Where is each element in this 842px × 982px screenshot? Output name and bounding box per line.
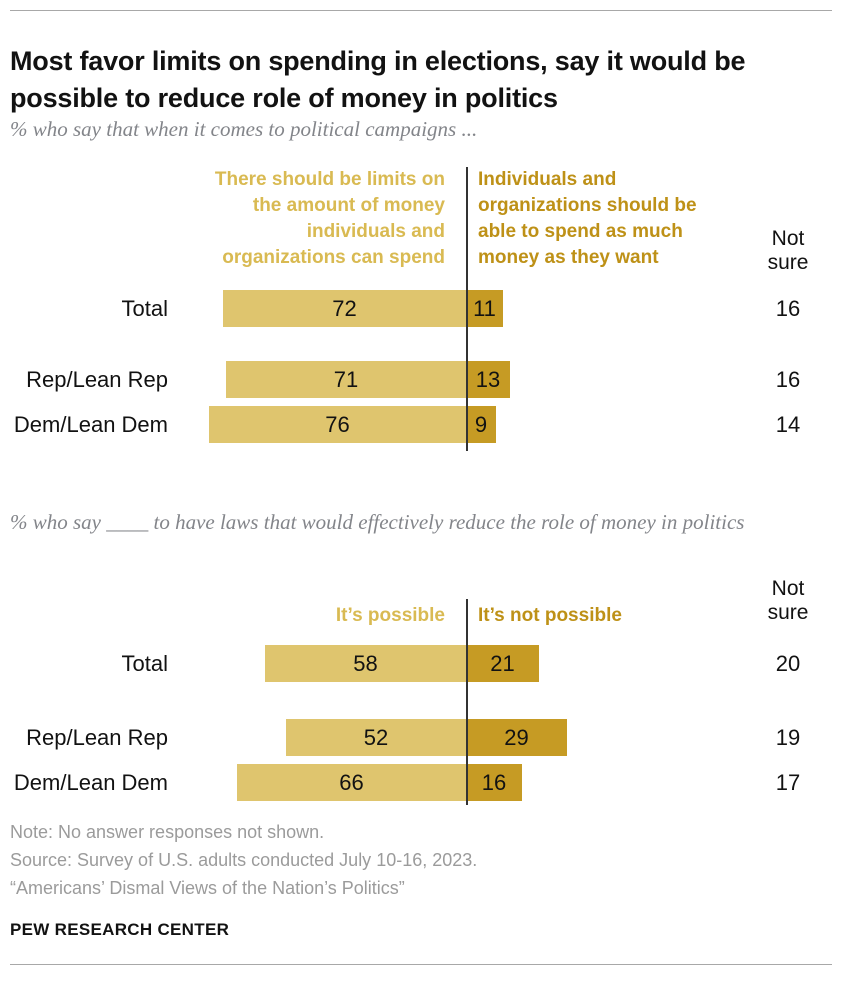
chart-row: Dem/Lean Dem 76 9 14	[10, 406, 832, 443]
bottom-rule	[10, 964, 832, 965]
chart1-legend-left: There should be limits on the amount of …	[214, 169, 445, 268]
bar-dark	[466, 361, 510, 398]
chart-row: Rep/Lean Rep 71 13 16	[10, 361, 832, 398]
top-rule	[10, 10, 832, 11]
chart-row: Total 72 11 16	[10, 290, 832, 327]
row-label: Rep/Lean Rep	[26, 367, 168, 392]
bar-dark	[466, 764, 522, 801]
row-label: Total	[121, 296, 168, 321]
bar-dark	[466, 645, 539, 682]
chart2-axis-line	[466, 599, 468, 805]
notsure-value: 16	[775, 296, 801, 321]
bar-dark	[466, 719, 567, 756]
chart-rows: Total 72 11 16 Rep/Lean Rep 71 13 16 Dem/Lean De…	[10, 165, 832, 453]
chart-row: Total 58 21 20	[10, 645, 832, 682]
chart1-axis-line	[466, 167, 468, 451]
chart1-subtitle: % who say that when it comes to politica…	[10, 117, 478, 141]
bar-light	[237, 764, 466, 801]
bar-light	[223, 290, 466, 327]
chart2-legend-left: It’s possible	[335, 605, 445, 626]
report-title-line: “Americans’ Dismal Views of the Nation’s…	[10, 878, 405, 898]
bar-value-light: 52	[363, 725, 389, 750]
bar-value-dark: 11	[473, 296, 496, 321]
bar-value-light: 72	[332, 296, 357, 321]
bar-value-light: 71	[333, 367, 359, 392]
bar-value-dark: 16	[481, 770, 507, 795]
chart2-not-sure-header: Not sure	[767, 577, 809, 624]
chart-row: Rep/Lean Rep 52 29 19	[10, 719, 832, 756]
bar-value-dark: 21	[490, 651, 515, 676]
bar-light	[226, 361, 466, 398]
bar-dark	[466, 290, 503, 327]
bar-light	[286, 719, 466, 756]
notsure-value: 17	[775, 770, 801, 795]
page-title: Most favor limits on spending in electio…	[10, 46, 746, 114]
notsure-value: 16	[775, 367, 801, 392]
row-label: Dem/Lean Dem	[13, 412, 168, 437]
chart2-subtitle: % who say ____ to have laws that would e…	[10, 510, 745, 534]
chart1-not-sure-header: Not sure	[767, 227, 809, 274]
bar-light	[209, 406, 466, 443]
note-line: Note: No answer responses not shown.	[10, 822, 325, 842]
source-line: Source: Survey of U.S. adults conducted …	[10, 850, 478, 870]
bar-value-dark: 9	[474, 412, 488, 437]
chart-reduce-money: It’s possible It’s not possible Not sure…	[10, 577, 832, 809]
chart-rows: Total 58 21 20 Rep/Lean Rep 52 29 19 Dem/Lean De…	[10, 577, 832, 809]
bar-value-light: 66	[339, 770, 364, 795]
row-label: Dem/Lean Dem	[13, 770, 168, 795]
bar-dark	[466, 406, 496, 443]
chart-row: Dem/Lean Dem 66 16 17	[10, 764, 832, 801]
row-label: Total	[121, 651, 168, 676]
bar-value-light: 76	[325, 412, 350, 437]
chart-spending-limits: There should be limits on the amount of …	[10, 165, 832, 453]
notsure-value: 19	[775, 725, 801, 750]
bar-value-light: 58	[353, 651, 378, 676]
footer-notes: Note: No answer responses not shown. Sou…	[10, 818, 832, 902]
chart1-legend-right: Individuals and organizations should be …	[478, 169, 697, 268]
pew-research-center-wordmark: PEW RESEARCH CENTER	[10, 920, 230, 939]
bar-value-dark: 29	[504, 725, 529, 750]
bar-value-dark: 13	[475, 367, 501, 392]
row-label: Rep/Lean Rep	[26, 725, 168, 750]
bar-light	[265, 645, 466, 682]
chart2-legend-right: It’s not possible	[478, 605, 622, 626]
notsure-value: 20	[775, 651, 801, 676]
notsure-value: 14	[775, 412, 801, 437]
